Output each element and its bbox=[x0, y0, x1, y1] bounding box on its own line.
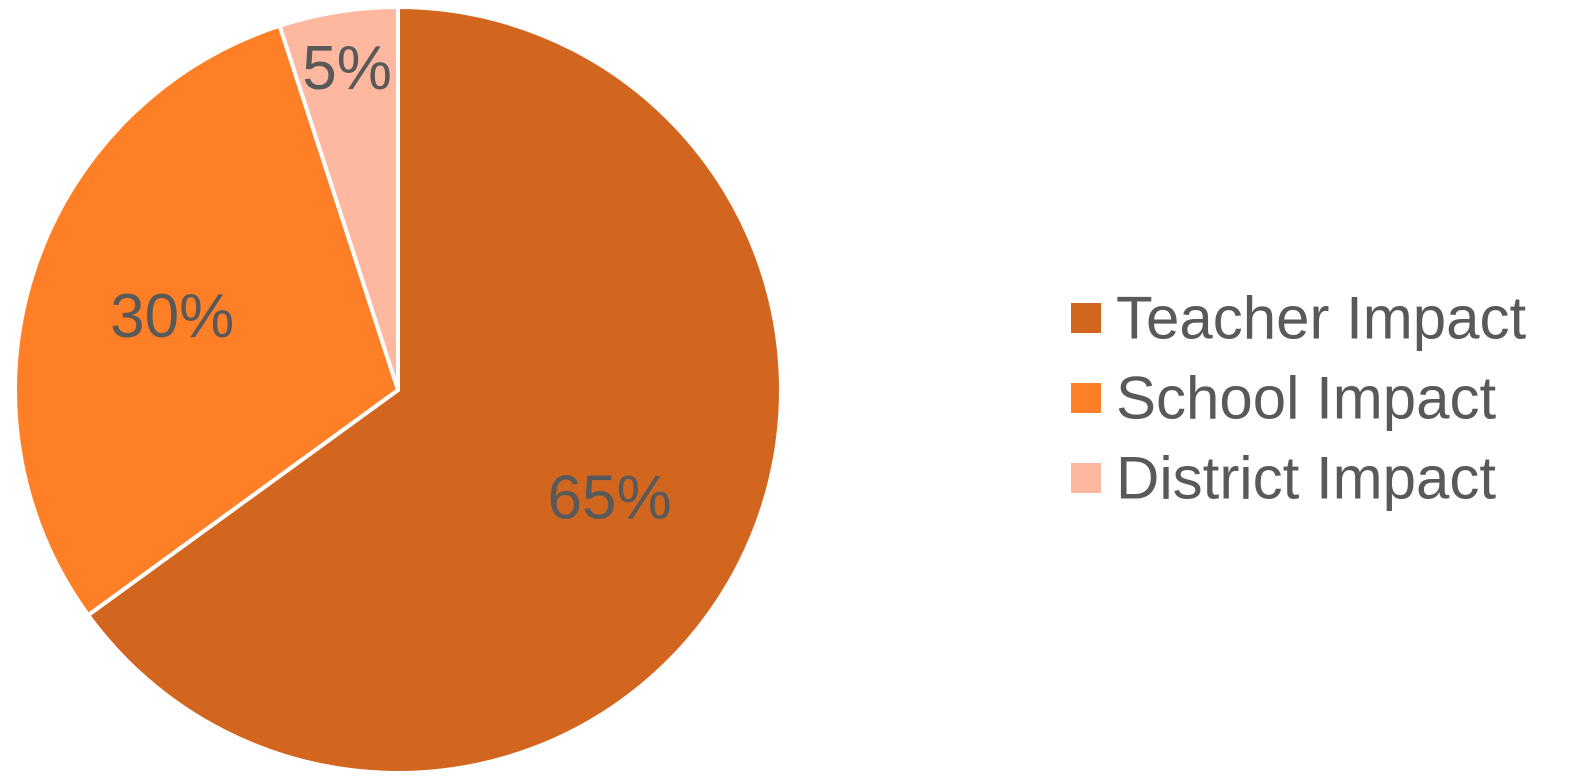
legend-label-school-impact: School Impact bbox=[1116, 365, 1497, 432]
data-label-district-impact: 5% bbox=[302, 34, 392, 103]
legend-swatch-teacher-impact bbox=[1071, 303, 1101, 333]
pie-slice-district-impact bbox=[277, 5, 400, 392]
pie-data-labels: 65% 30% 5% bbox=[110, 34, 672, 532]
legend-label-district-impact: District Impact bbox=[1116, 445, 1496, 512]
legend-label-teacher-impact: Teacher Impact bbox=[1116, 285, 1527, 352]
pie-slice-teacher-impact bbox=[86, 5, 783, 775]
pie-slice-school-impact bbox=[13, 23, 400, 618]
data-label-school-impact: 30% bbox=[110, 282, 234, 351]
legend-swatch-school-impact bbox=[1071, 383, 1101, 413]
legend: Teacher Impact School Impact District Impa… bbox=[1071, 285, 1527, 512]
pie-slices bbox=[13, 5, 783, 775]
legend-swatch-district-impact bbox=[1071, 463, 1101, 493]
data-label-teacher-impact: 65% bbox=[548, 463, 672, 532]
